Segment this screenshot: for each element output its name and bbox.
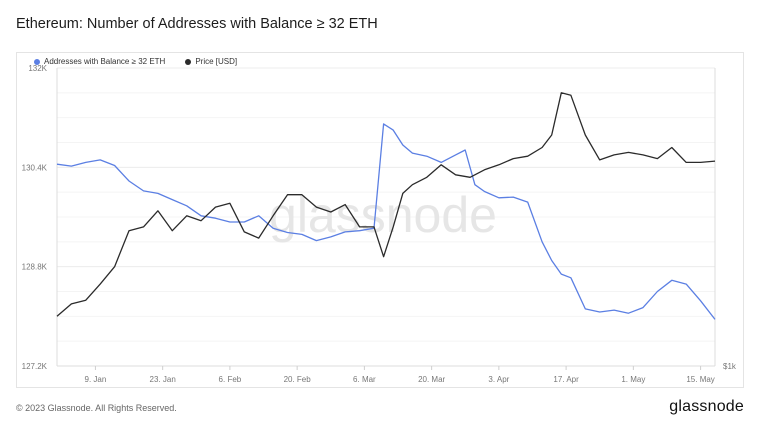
x-tick-label: 20. Feb [284,375,312,384]
price-series-line [56,92,716,317]
addresses-series-line [56,123,716,320]
x-tick-label: 17. Apr [553,375,579,384]
copyright-footer: © 2023 Glassnode. All Rights Reserved. [16,403,177,413]
chart-legend: Addresses with Balance ≥ 32 ETH Price [U… [34,57,237,66]
y-tick-label: 132K [28,64,47,73]
chart-title: Ethereum: Number of Addresses with Balan… [16,16,378,32]
x-tick-label: 1. May [621,375,645,384]
legend-dot-price [185,58,192,65]
x-tick-label: 23. Jan [150,375,176,384]
x-tick-label: 6. Mar [353,375,376,384]
y-tick-label: 128.8K [22,263,48,272]
chart-panel [16,52,744,388]
x-tick-label: 3. Apr [488,375,509,384]
legend-item-addresses[interactable]: Addresses with Balance ≥ 32 ETH [34,57,165,66]
axes: 127.2K 128.8K 130.4K 132K $1k 9. Jan 23. Jan 6.… [22,64,737,384]
glassnode-logo: glassnode [669,398,744,415]
x-tick-label: 15. May [686,375,714,384]
legend-label-price: Price [USD] [195,57,238,66]
x-tick-label: 9. Jan [85,375,107,384]
y-tick-label: 130.4K [22,163,48,172]
legend-label-addresses: Addresses with Balance ≥ 32 ETH [44,57,166,66]
watermark: glassnode [269,187,497,243]
y-tick-label: 127.2K [22,362,48,371]
x-tick-label: 20. Mar [418,375,445,384]
y-right-tick-label: $1k [723,362,737,371]
x-tick-label: 6. Feb [219,375,242,384]
legend-dot-addresses [34,58,40,65]
legend-item-price[interactable]: Price [USD] [185,57,237,66]
series-lines [56,92,716,320]
